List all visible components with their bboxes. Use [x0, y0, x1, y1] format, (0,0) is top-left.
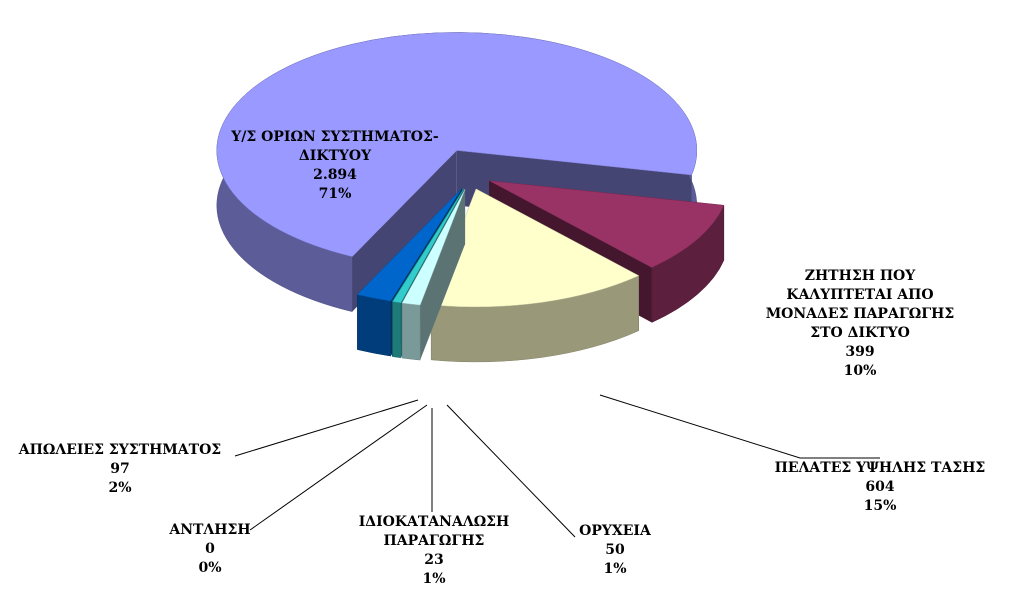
slice-side [352, 150, 457, 312]
data-label-percent: 71% [319, 186, 352, 202]
slice [489, 180, 725, 268]
leader-line [599, 394, 880, 459]
data-label-category: ΠΕΛΑΤΕΣ ΥΨΗΛΗΣ ΤΑΣΗΣ [775, 460, 986, 476]
data-label-percent: 0% [198, 560, 221, 576]
labels: ΖΗΤΗΣΗ ΠΟΥ ΚΑΛΥΠΤΕΤΑΙ ΑΠΟ ΜΟΝΑΔΕΣ ΠΑΡΑΓΩΓΗ… [18, 129, 986, 587]
pie [216, 32, 725, 363]
data-label-value: 97 [110, 461, 129, 477]
data-label-value: 2.894 [313, 167, 357, 183]
leader-line [446, 404, 576, 538]
data-label-value: 50 [605, 542, 625, 558]
leader-line [234, 399, 419, 457]
data-label-category: Υ/Σ ΟΡΙΩΝ ΣΥΣΤΗΜΑΤΟΣ- [230, 129, 439, 145]
data-label-percent: 1% [422, 571, 445, 587]
data-label-category: ΠΑΡΑΓΩΓΗΣ [384, 533, 485, 549]
slice-edge [392, 301, 402, 359]
data-label-value: 399 [845, 344, 874, 360]
data-label-percent: 2% [108, 480, 131, 496]
data-label-category: ΜΟΝΑΔΕΣ ΠΑΡΑΓΩΓΗΣ [766, 306, 955, 322]
slice [392, 188, 464, 302]
data-label-category: ΑΝΤΛΗΣΗ [168, 522, 250, 538]
data-label-category: ΔΙΚΤΥΟΥ [299, 148, 372, 164]
slice [401, 189, 466, 306]
slice-edge [357, 294, 392, 357]
data-label-percent: 15% [864, 498, 897, 514]
leader-line [249, 404, 428, 531]
data-label-category: ΙΔΙΟΚΑΤΑΝΑΛΩΣΗ [359, 514, 510, 530]
slice-edge [401, 302, 421, 361]
data-label-value: 0 [205, 541, 215, 557]
data-label-category: ΑΠΩΛΕΙΕΣ ΣΥΣΤΗΜΑΤΟΣ [18, 442, 221, 458]
data-label-percent: 1% [603, 561, 626, 577]
slice [216, 32, 698, 257]
data-label-value: 23 [424, 552, 443, 568]
data-label-category: ΖΗΤΗΣΗ ΠΟΥ [805, 268, 917, 284]
data-label-percent: 10% [844, 363, 877, 379]
slice [392, 188, 465, 304]
slice [430, 188, 640, 308]
data-label-value: 604 [865, 479, 894, 495]
data-label-category: ΣΤΟ ΔΙΚΤΥΟ [810, 325, 910, 341]
data-label-category: ΚΑΛΥΠΤΕΤΑΙ ΑΠΟ [786, 287, 933, 303]
data-label-category: ΟΡΥΧΕΙΑ [579, 523, 652, 539]
slice [356, 188, 463, 302]
